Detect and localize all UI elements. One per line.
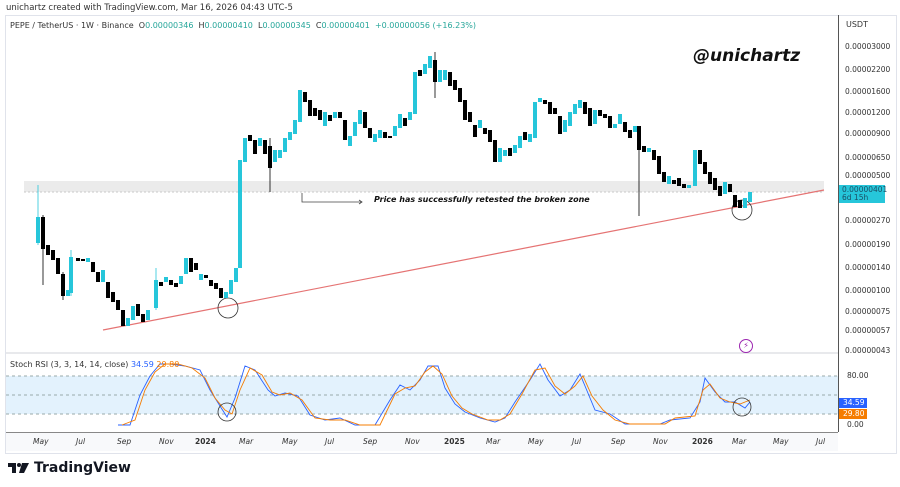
candles: [36, 52, 752, 326]
trendline: [102, 189, 825, 331]
bar-countdown: 6d 15h: [842, 193, 869, 202]
low-value: 0.00000345: [262, 21, 311, 30]
tradingview-logo[interactable]: TradingView: [8, 460, 131, 476]
symbol-name[interactable]: PEPE / TetherUS · 1W · Binance: [10, 21, 134, 30]
price-axis-line: [838, 15, 839, 432]
tradingview-logo-icon: [8, 463, 29, 473]
retest-annotation: Price has successfully retested the brok…: [374, 195, 590, 204]
author-watermark: @unichartz: [693, 46, 801, 66]
rsi-tick-80: 80.00: [847, 371, 869, 380]
stoch-k-value: 34.59: [130, 360, 154, 369]
high-value: 0.00000410: [204, 21, 253, 30]
symbol-legend: PEPE / TetherUS · 1W · Binance O0.000003…: [10, 21, 476, 30]
stoch-d-tag: 29.80: [839, 409, 867, 419]
stoch-rsi-legend[interactable]: Stoch RSI (3, 3, 14, 14, close) 34.59 29…: [10, 360, 180, 369]
change-value: +0.00000056 (+16.23%): [374, 21, 476, 30]
time-axis[interactable]: [6, 432, 838, 451]
currency-unit[interactable]: USDT: [846, 20, 868, 29]
close-value: 0.00000401: [321, 21, 370, 30]
broken-zone: [24, 181, 824, 192]
support-circle: [217, 297, 239, 319]
stoch-d-value: 29.80: [156, 360, 180, 369]
chart-credit: unichartz created with TradingView.com, …: [6, 3, 293, 13]
open-value: 0.00000346: [145, 21, 194, 30]
last-price-tag: 0.00000401 6d 15h: [839, 185, 887, 203]
stoch-k-tag: 34.59: [839, 398, 867, 408]
rsi-tick-0: 0.00: [847, 420, 864, 429]
lightning-icon[interactable]: ⚡: [739, 339, 753, 353]
stoch-d-line: [121, 363, 751, 426]
